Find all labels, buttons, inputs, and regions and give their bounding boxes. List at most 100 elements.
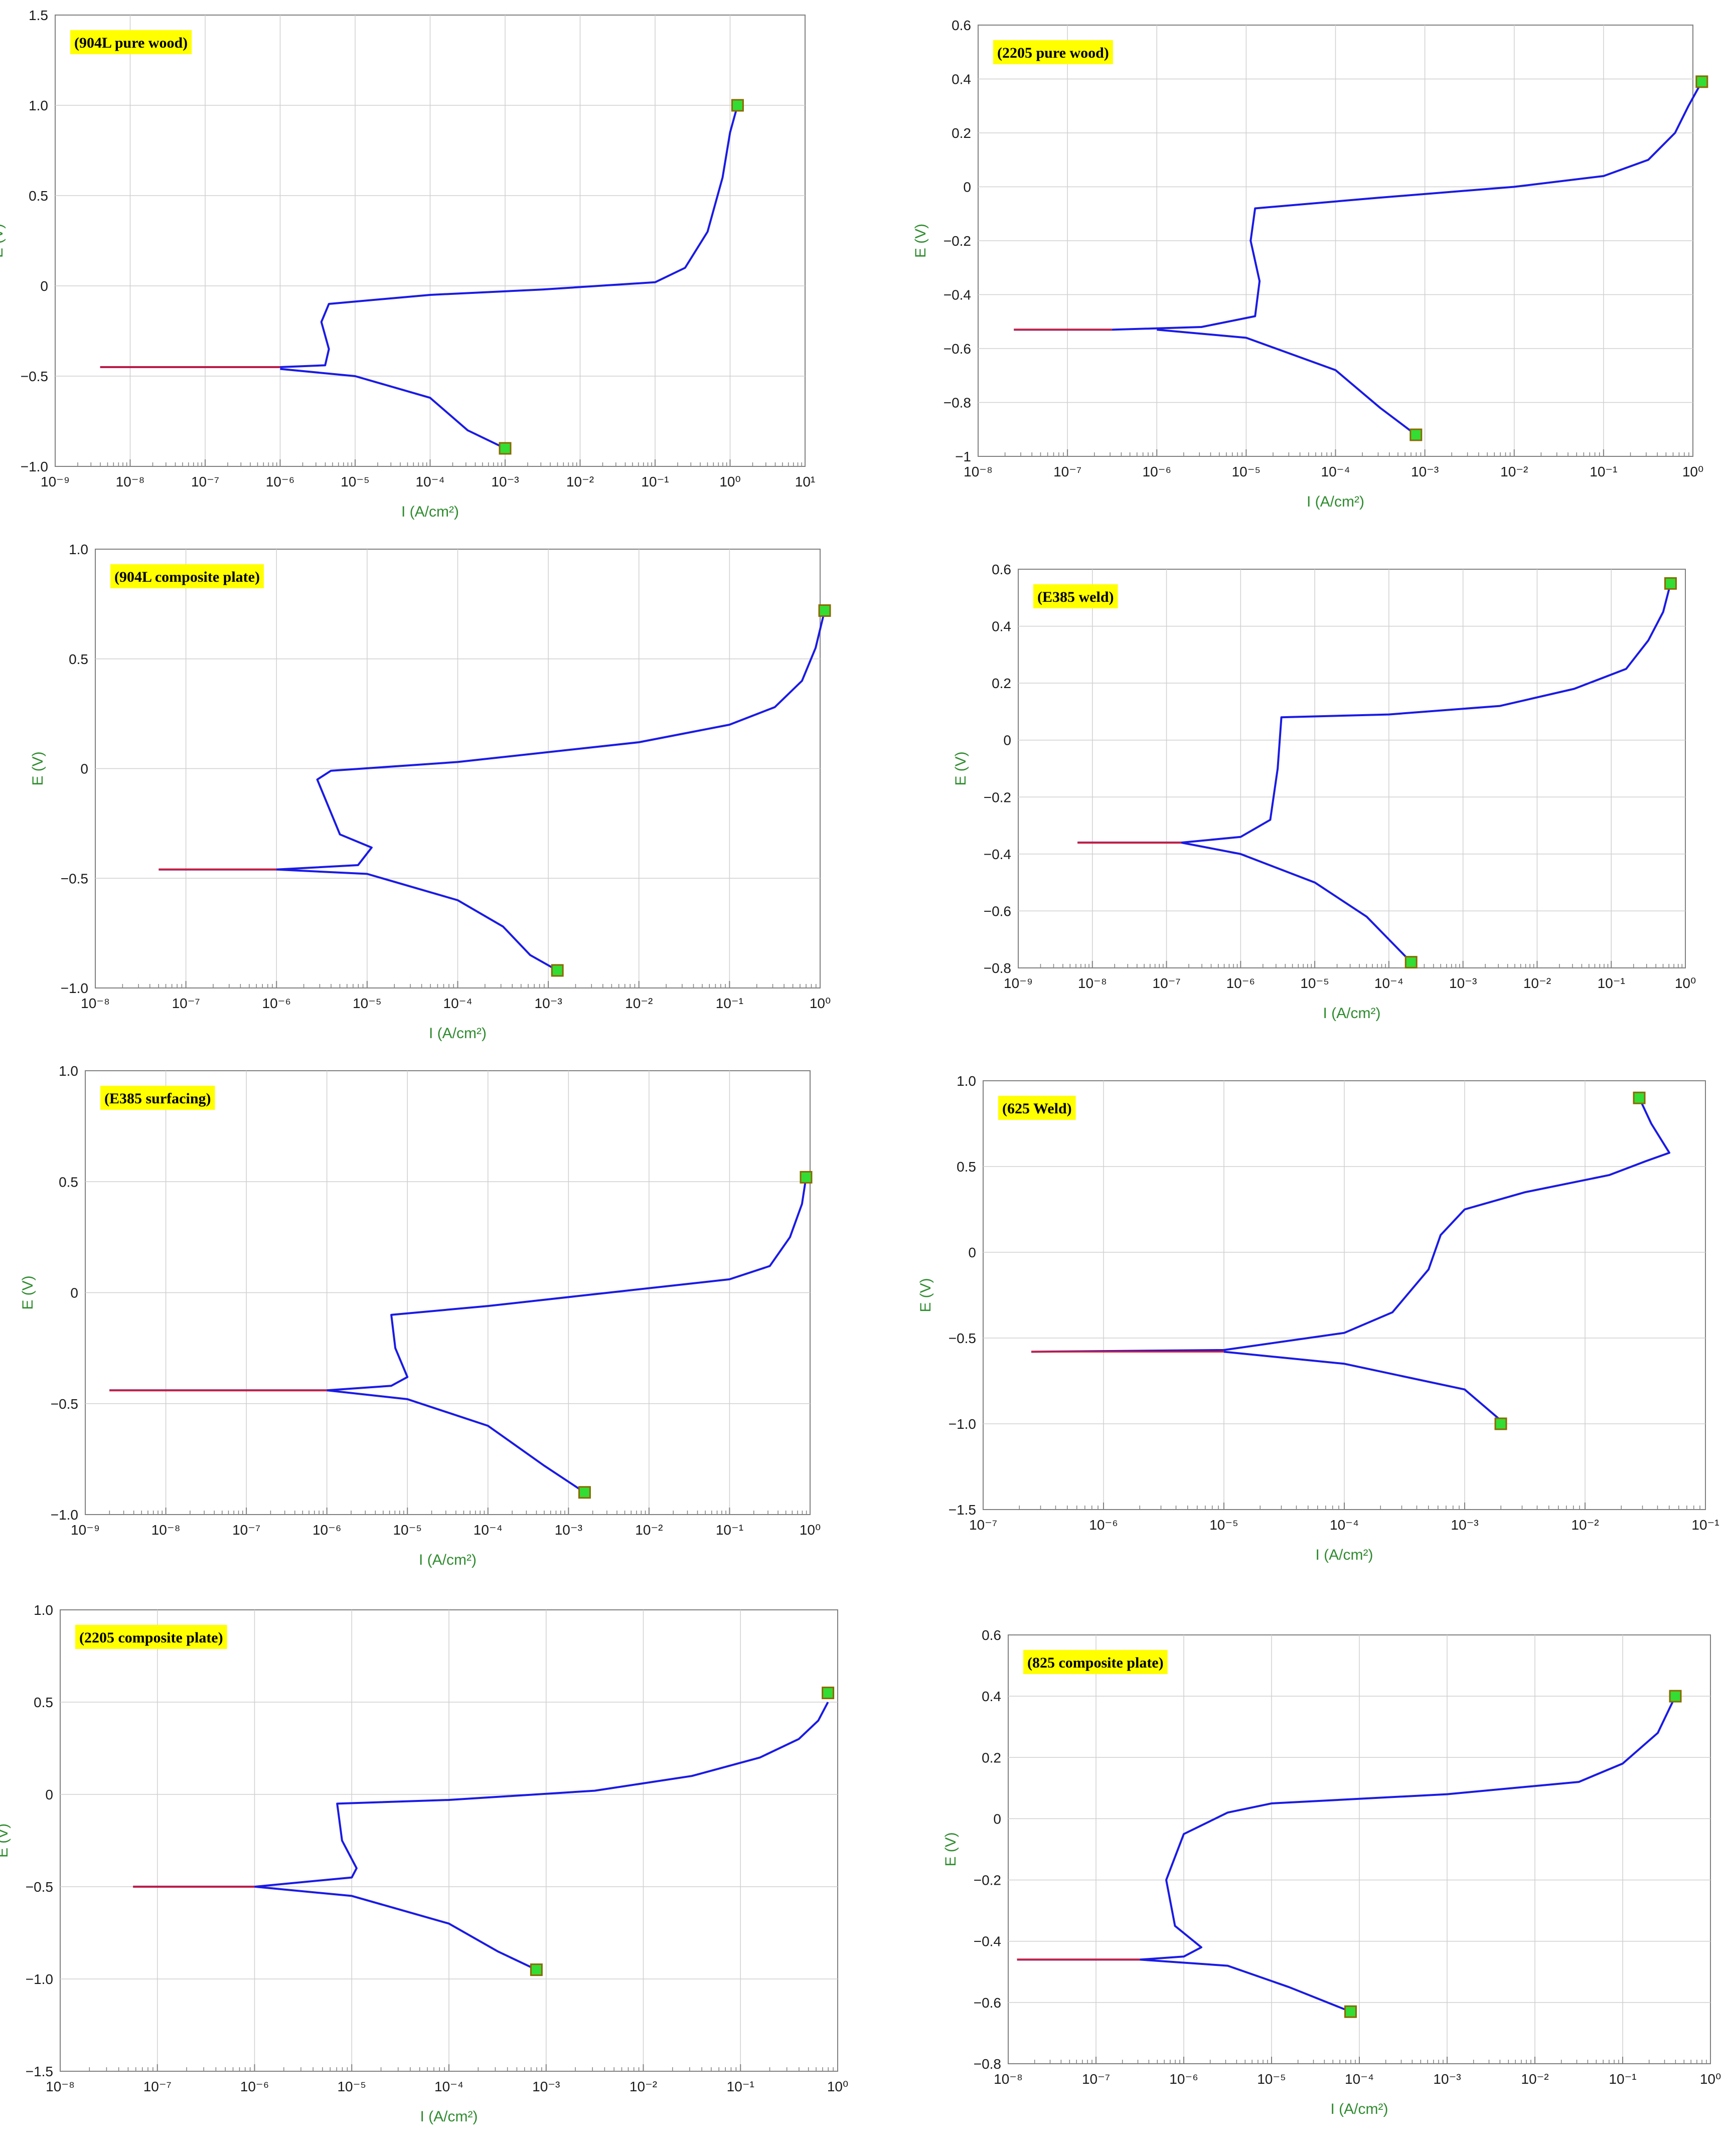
cathodic-branch-line [1157, 328, 1417, 436]
y-tick-label: 0 [70, 1285, 78, 1301]
y-tick-label: 1.5 [29, 8, 48, 23]
endpoint-marker [818, 604, 831, 617]
endpoint-marker [1494, 1417, 1507, 1430]
y-tick-label: 0 [1003, 733, 1011, 748]
endpoint-marker [1633, 1091, 1646, 1104]
x-tick-label: 10⁻⁷ [232, 1522, 260, 1538]
x-tick-label: 10⁻⁵ [337, 2079, 366, 2094]
y-tick-label: 0.5 [59, 1174, 78, 1190]
sample-title-badge [110, 564, 264, 588]
endpoint-marker [499, 442, 512, 455]
y-tick-label: −0.6 [944, 341, 971, 357]
y-tick-label: 0.4 [982, 1689, 1001, 1704]
sample-title-badge [100, 1086, 215, 1110]
x-tick-label: 10⁻⁴ [1330, 1517, 1359, 1533]
chart-panel-2: 10⁻⁸ 10⁻⁷ 10⁻⁶ 10⁻⁵ 10⁻⁴ 10⁻³ 10⁻² 10⁻¹ 10⁰ −1 −0.… [912, 18, 1708, 510]
y-tick-label: −0.4 [944, 287, 971, 303]
y-tick-label: −0.2 [944, 233, 971, 249]
y-tick-label: 1.0 [59, 1063, 78, 1079]
y-tick-label: 0.2 [952, 125, 971, 141]
x-tick-label: 10⁻¹ [1590, 464, 1617, 479]
y-tick-label: −0.8 [984, 960, 1011, 976]
sample-title: (E385 surfacing) [104, 1090, 211, 1107]
endpoint-marker [1404, 956, 1418, 969]
x-tick-label: 10⁻⁷ [1053, 464, 1081, 479]
x-axis-label: I (A/cm²) [420, 2108, 478, 2125]
x-axis-label: I (A/cm²) [429, 1025, 487, 1042]
x-axis-label: I (A/cm²) [419, 1552, 477, 1568]
x-tick-label: 10⁻¹ [1691, 1517, 1719, 1533]
x-tick-label: 10⁻³ [491, 474, 519, 489]
x-axis-label: I (A/cm²) [1323, 1005, 1381, 1022]
anodic-branch-line [159, 610, 826, 871]
x-tick-label: 10⁰ [800, 1522, 821, 1538]
x-tick-label: 10⁰ [1700, 2071, 1721, 2087]
x-tick-label: 10⁻⁷ [969, 1517, 997, 1533]
x-tick-label: 10¹ [795, 474, 815, 489]
x-tick-label: 10⁻⁵ [353, 996, 382, 1011]
chart-panel-1: 10⁻⁹ 10⁻⁸ 10⁻⁷ 10⁻⁶ 10⁻⁵ 10⁻⁴ 10⁻³ 10⁻² 10⁻¹ 10⁰ 1… [0, 8, 815, 520]
y-tick-label: 1.0 [957, 1073, 976, 1089]
y-tick-label: 0.5 [957, 1159, 976, 1175]
endpoint-marker [1669, 1690, 1682, 1703]
y-tick-label: −0.4 [974, 1934, 1001, 1949]
x-tick-label: 10⁻⁸ [151, 1522, 181, 1538]
x-tick-label: 10⁻⁷ [1082, 2071, 1110, 2087]
x-tick-label: 10⁰ [810, 996, 831, 1011]
x-tick-label: 10⁻⁵ [1257, 2071, 1286, 2087]
chart-panel-4: 10⁻⁹ 10⁻⁸ 10⁻⁷ 10⁻⁶ 10⁻⁵ 10⁻⁴ 10⁻³ 10⁻² 10⁻¹ 10⁰ −… [953, 562, 1696, 1022]
y-tick-label: −0.5 [26, 1879, 53, 1895]
y-axis-label: E (V) [30, 751, 46, 785]
x-tick-label: 10⁻⁶ [1226, 975, 1255, 991]
y-tick-label: −0.6 [974, 1995, 1001, 2011]
endpoint-marker [822, 1687, 835, 1700]
anodic-branch-line [1014, 81, 1703, 331]
sample-title: (904L pure wood) [74, 35, 188, 51]
x-tick-label: 10⁻³ [535, 996, 562, 1011]
x-tick-label: 10⁻⁴ [1374, 975, 1403, 991]
cathodic-branch-line [1223, 1351, 1502, 1421]
x-tick-label: 10⁻⁹ [71, 1522, 100, 1538]
endpoint-marker [1409, 428, 1423, 441]
cathodic-branch-line [1181, 842, 1412, 963]
y-tick-label: −0.5 [51, 1396, 78, 1412]
x-tick-label: 10⁻⁸ [1078, 975, 1107, 991]
sample-title-badge [998, 1096, 1076, 1120]
x-tick-label: 10⁰ [719, 474, 740, 489]
sample-title: (825 composite plate) [1027, 1654, 1164, 1671]
sample-title-badge [1023, 1650, 1168, 1674]
x-tick-label: 10⁻⁶ [266, 474, 294, 489]
x-tick-label: 10⁻³ [1451, 1517, 1478, 1533]
y-tick-label: 0.5 [69, 651, 88, 667]
endpoint-marker [551, 964, 564, 977]
x-tick-label: 10⁻⁶ [240, 2079, 269, 2094]
x-axis-label: I (A/cm²) [1316, 1547, 1373, 1563]
x-tick-label: 10⁻⁸ [116, 474, 145, 489]
x-tick-label: 10⁻³ [532, 2079, 560, 2094]
x-tick-label: 10⁻² [1500, 464, 1528, 479]
x-tick-label: 10⁻¹ [1598, 975, 1625, 991]
x-tick-label: 10⁻⁷ [143, 2079, 172, 2094]
endpoint-marker [800, 1171, 813, 1184]
y-tick-label: −0.5 [61, 871, 88, 886]
x-tick-label: 10⁻² [566, 474, 594, 489]
x-tick-label: 10⁻⁸ [994, 2071, 1023, 2087]
cathodic-branch-line [254, 1886, 537, 1971]
endpoint-marker [578, 1486, 591, 1499]
x-tick-label: 10⁻³ [1433, 2071, 1461, 2087]
y-tick-label: 0.5 [29, 188, 48, 204]
sample-title: (2205 composite plate) [79, 1629, 223, 1646]
x-tick-label: 10⁰ [1675, 975, 1696, 991]
y-tick-label: −1.5 [949, 1502, 976, 1518]
x-tick-label: 10⁻⁴ [416, 474, 445, 489]
chart-panel-6: 10⁻⁷ 10⁻⁶ 10⁻⁵ 10⁻⁴ 10⁻³ 10⁻² 10⁻¹ −1.5 −1.0 −0.5… [917, 1073, 1719, 1563]
y-tick-label: −0.4 [984, 847, 1011, 862]
y-axis-label: E (V) [953, 751, 969, 785]
x-tick-label: 10⁻⁴ [1345, 2071, 1374, 2087]
sample-title-badge [1033, 584, 1118, 608]
sample-title-badge [75, 1625, 227, 1649]
x-tick-label: 10⁻⁶ [1089, 1517, 1118, 1533]
x-tick-label: 10⁻² [625, 996, 653, 1011]
x-tick-label: 10⁻² [630, 2079, 657, 2094]
x-tick-label: 10⁻⁸ [81, 996, 110, 1011]
